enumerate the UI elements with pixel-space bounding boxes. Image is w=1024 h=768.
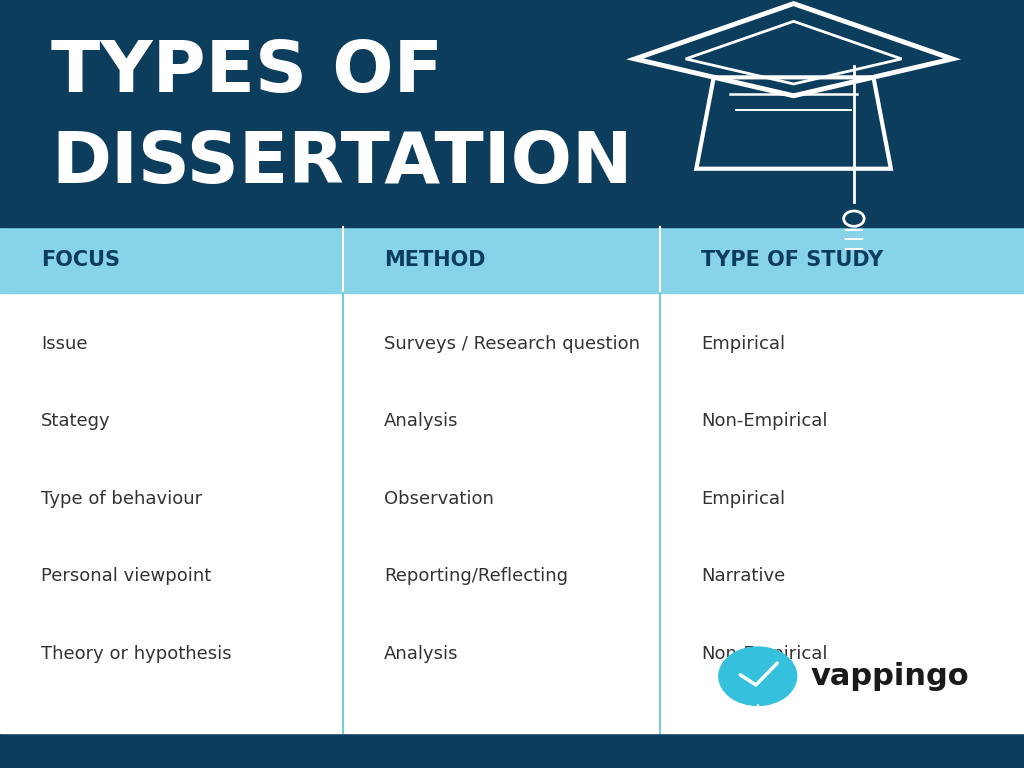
- Bar: [0, 227, 1024, 293]
- Text: Empirical: Empirical: [701, 335, 785, 353]
- Text: FOCUS: FOCUS: [41, 250, 120, 270]
- Text: Surveys / Research question: Surveys / Research question: [384, 335, 640, 353]
- Text: Issue: Issue: [41, 335, 87, 353]
- Text: Non-Empirical: Non-Empirical: [701, 644, 828, 663]
- Text: vappingo: vappingo: [810, 662, 969, 690]
- Text: Observation: Observation: [384, 490, 494, 508]
- Text: Type of behaviour: Type of behaviour: [41, 490, 202, 508]
- Text: Narrative: Narrative: [701, 567, 785, 585]
- Circle shape: [719, 647, 797, 706]
- Text: Stategy: Stategy: [41, 412, 111, 430]
- Text: Analysis: Analysis: [384, 644, 459, 663]
- Bar: [0, 733, 1024, 768]
- Text: Reporting/Reflecting: Reporting/Reflecting: [384, 567, 568, 585]
- Text: TYPES OF: TYPES OF: [51, 38, 443, 107]
- Bar: [0, 293, 1024, 733]
- Text: DISSERTATION: DISSERTATION: [51, 128, 633, 197]
- Text: Empirical: Empirical: [701, 490, 785, 508]
- Text: Personal viewpoint: Personal viewpoint: [41, 567, 211, 585]
- Text: TYPE OF STUDY: TYPE OF STUDY: [701, 250, 884, 270]
- Text: Theory or hypothesis: Theory or hypothesis: [41, 644, 231, 663]
- Text: Non-Empirical: Non-Empirical: [701, 412, 828, 430]
- Circle shape: [753, 715, 763, 722]
- Text: METHOD: METHOD: [384, 250, 485, 270]
- Bar: [0, 0, 1024, 227]
- Text: Analysis: Analysis: [384, 412, 459, 430]
